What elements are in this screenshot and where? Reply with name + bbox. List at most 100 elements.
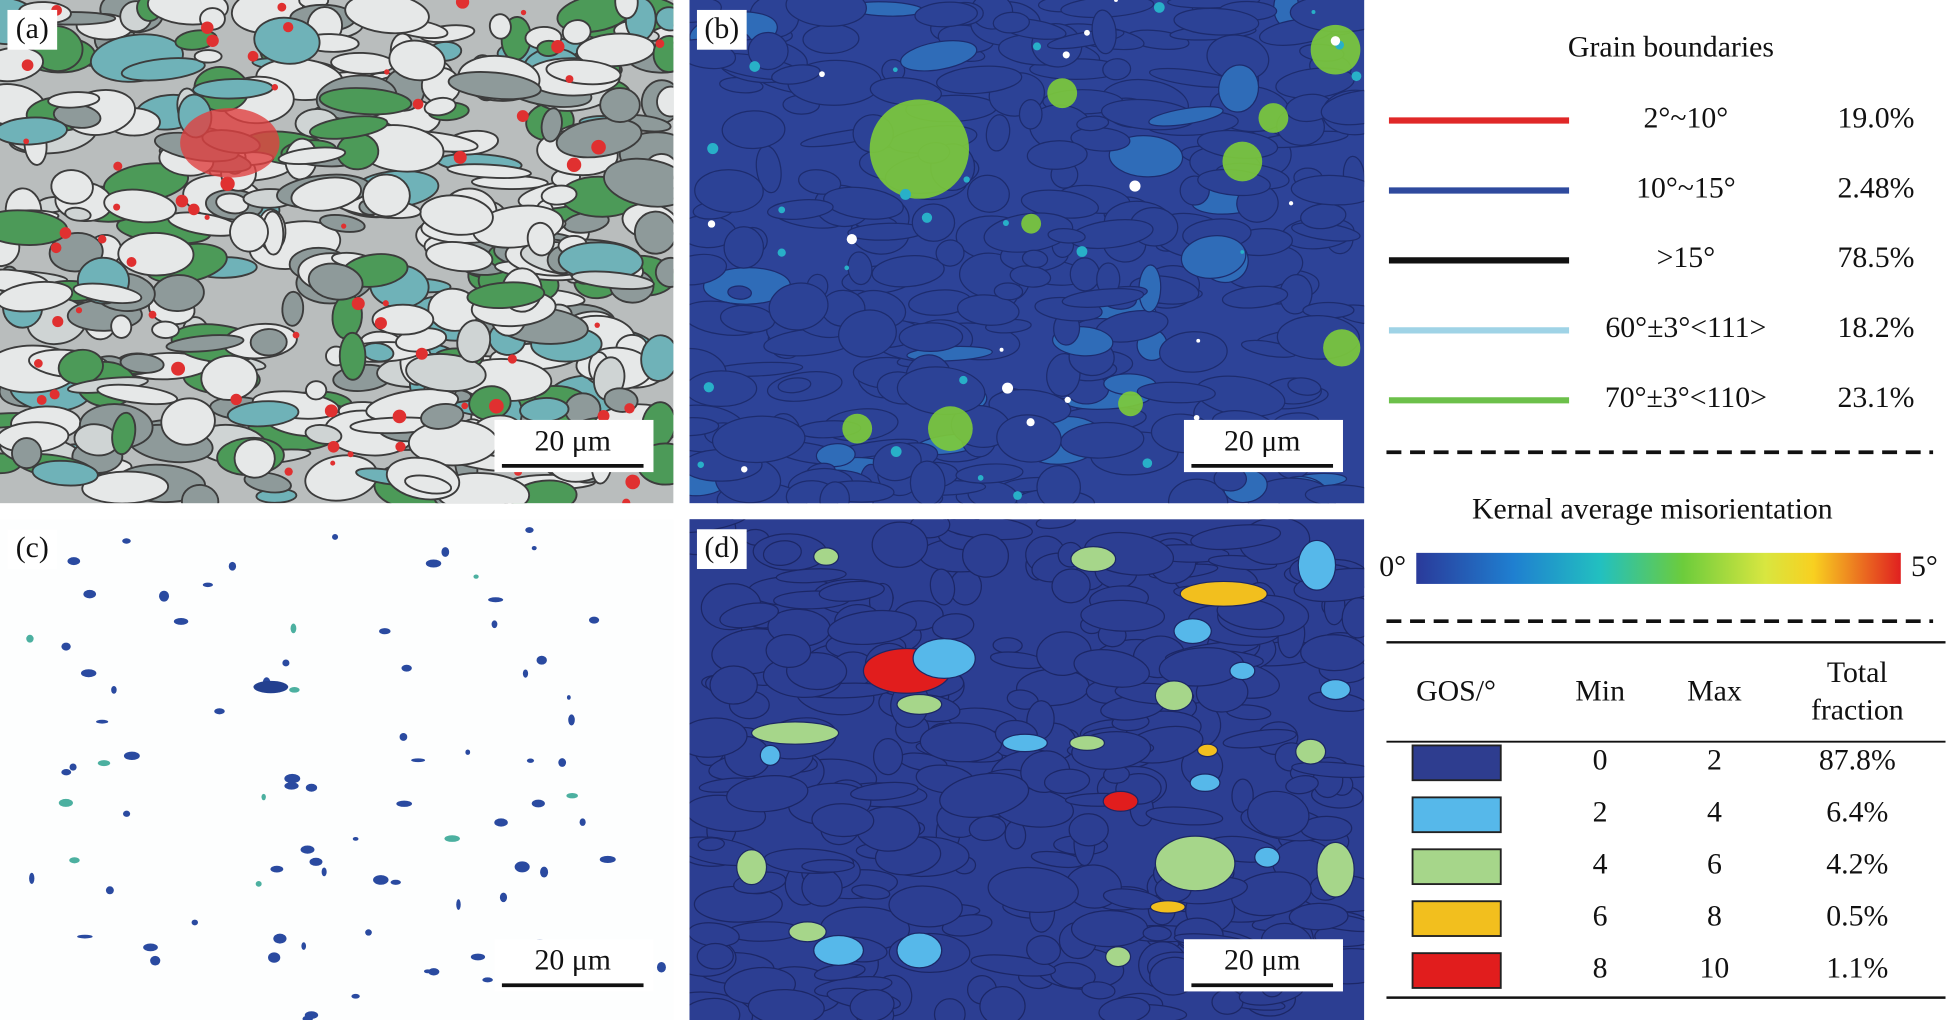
kam-spot (921, 212, 933, 223)
table-header: Total fraction (1811, 657, 1904, 727)
grain (697, 837, 725, 852)
kam-spot (707, 142, 719, 155)
gos-grain (1295, 738, 1327, 765)
low-angle-cluster (392, 409, 407, 424)
gos-spot (352, 836, 359, 841)
gos-spot (273, 933, 287, 944)
low-angle-cluster (180, 108, 280, 178)
grain (747, 31, 789, 71)
gos-spot (284, 782, 299, 790)
grain (1076, 115, 1110, 132)
low-angle-cluster (327, 440, 340, 453)
kam-spot (1084, 29, 1090, 36)
grain (555, 117, 643, 159)
grain (1300, 634, 1365, 672)
grain (233, 438, 276, 479)
grain (371, 303, 435, 336)
grain (811, 803, 875, 838)
gos-grain (759, 744, 781, 766)
grain (694, 169, 764, 213)
low-angle-cluster (507, 354, 517, 364)
kam-spot (1240, 250, 1245, 254)
grain (823, 186, 904, 220)
gos-spot (300, 845, 315, 854)
low-angle-cluster (21, 59, 34, 72)
gos-spot (444, 835, 460, 842)
low-angle-cluster (113, 203, 121, 211)
grain (827, 609, 917, 646)
low-angle-cluster (188, 203, 200, 216)
grain (966, 174, 1010, 213)
low-angle-cluster (330, 460, 336, 466)
grain (1287, 377, 1322, 396)
grain (1231, 871, 1312, 917)
gos-spot (332, 534, 339, 540)
kam-spot (892, 67, 898, 73)
grain (405, 353, 487, 393)
gos-spot (122, 810, 131, 817)
gos-spot (379, 628, 391, 635)
gos-spot (558, 758, 567, 767)
low-angle-cluster (34, 359, 43, 368)
high-kam-region (928, 406, 973, 451)
gos-spot (143, 943, 158, 952)
low-angle-cluster (292, 331, 300, 339)
low-angle-cluster (230, 393, 242, 406)
grain (151, 320, 180, 339)
grain (898, 322, 964, 353)
grain (305, 380, 328, 401)
grain (1102, 58, 1132, 81)
low-angle-cluster (220, 176, 235, 191)
low-angle-cluster (324, 404, 338, 418)
gos-spot (540, 866, 549, 878)
grain (290, 176, 363, 212)
grain (818, 580, 885, 602)
kam-spot (959, 375, 968, 385)
grain (160, 397, 216, 446)
grain (180, 483, 220, 504)
low-angle-cluster (49, 389, 60, 400)
panel-label: (d) (704, 531, 739, 564)
low-angle-cluster (148, 310, 157, 319)
low-angle-cluster (520, 9, 527, 16)
grain (1136, 381, 1216, 404)
scale-bar-bg (494, 939, 654, 992)
low-angle-cluster (412, 98, 424, 110)
kam-spot (1026, 418, 1035, 427)
gos-spot (261, 793, 266, 801)
low-angle-cluster (597, 410, 610, 422)
grain (931, 613, 975, 640)
kam-spot (707, 220, 716, 228)
grain (11, 437, 43, 470)
gos-fraction: 4.2% (1826, 848, 1888, 881)
boundary-fraction: 2.48% (1837, 171, 1914, 204)
gos-grain (1069, 734, 1106, 752)
grain (979, 986, 1026, 1020)
grain (1061, 288, 1145, 308)
panel-label-bg (7, 529, 58, 570)
kam-spot (1129, 180, 1141, 192)
gos-spot (423, 969, 432, 974)
boundary-fraction: 19.0% (1837, 101, 1914, 134)
kam-spot (900, 188, 911, 200)
kam-spot (1351, 71, 1362, 82)
grain (987, 866, 1079, 913)
panel-label-bg (696, 9, 747, 50)
gos-grain (1179, 580, 1268, 607)
low-angle-cluster (23, 138, 30, 145)
low-angle-cluster (624, 403, 635, 414)
grain (0, 116, 68, 146)
grain (1173, 7, 1260, 36)
table-header-text: GOS/° (1416, 675, 1496, 709)
grain (1068, 813, 1109, 847)
grain (1304, 484, 1365, 504)
grain (689, 997, 741, 1020)
boundary-range: 2°~10° (1644, 101, 1729, 134)
gos-grain (1001, 733, 1048, 753)
kam-spot (1330, 36, 1341, 46)
grain (1035, 519, 1077, 530)
grain (996, 414, 1062, 463)
gos-grain (736, 849, 768, 886)
table-header: Min (1575, 676, 1625, 708)
kam-spot (1062, 51, 1070, 59)
